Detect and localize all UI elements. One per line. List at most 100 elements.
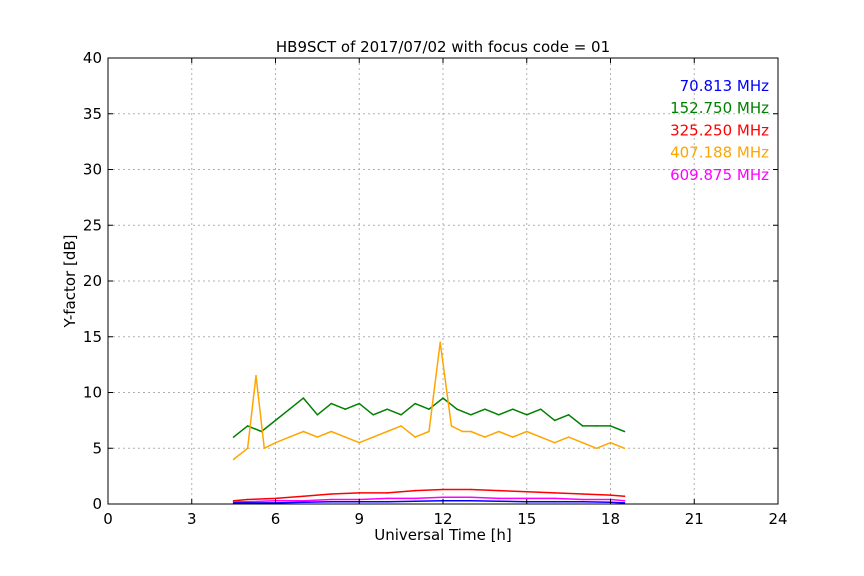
data-point [330, 430, 333, 433]
data-point [470, 414, 472, 416]
data-point [470, 499, 472, 502]
data-point [450, 425, 453, 427]
data-point [498, 489, 500, 492]
y-tick-label: 20 [83, 272, 102, 290]
x-tick-label: 12 [433, 510, 452, 528]
legend-entry: 407.188 MHz [670, 144, 769, 162]
data-point [498, 430, 500, 433]
data-point [526, 497, 528, 500]
data-point [498, 497, 500, 500]
chart-title: HB9SCT of 2017/07/02 with focus code = 0… [276, 38, 610, 56]
data-point [386, 430, 389, 433]
legend-entry: 609.875 MHz [670, 166, 769, 184]
data-point [386, 501, 389, 503]
x-axis-label: Universal Time [h] [374, 526, 512, 544]
legend-entry: 325.250 MHz [670, 121, 769, 139]
data-point [330, 493, 333, 495]
tick-labels: 0 3 6 9 12 15 18 21 24 0 5 10 15 20 25 30 35 40 [83, 49, 788, 528]
data-point [623, 502, 626, 504]
data-point [274, 419, 277, 422]
data-point [567, 436, 570, 438]
data-point [232, 502, 235, 504]
data-point [512, 436, 514, 438]
data-point [526, 430, 528, 433]
data-point [470, 488, 472, 491]
data-point [246, 425, 249, 427]
data-point [255, 375, 257, 377]
data-point [400, 425, 402, 427]
data-point [414, 402, 416, 405]
data-point [330, 402, 333, 405]
data-point [623, 495, 626, 498]
data-point [442, 397, 444, 399]
data-point [414, 489, 416, 492]
data-point [498, 500, 500, 503]
data-point [539, 408, 542, 411]
data-point [386, 497, 389, 500]
data-point [358, 441, 361, 444]
x-tick-label: 9 [354, 510, 364, 528]
data-point [623, 430, 626, 433]
data-point [581, 501, 584, 503]
data-point [461, 430, 464, 433]
data-point [246, 502, 249, 504]
data-point [288, 408, 291, 411]
data-point [414, 500, 416, 503]
y-tick-label: 40 [83, 49, 102, 67]
y-tick-label: 10 [83, 384, 102, 402]
data-point [609, 494, 612, 496]
data-point [288, 436, 291, 438]
x-tick-label: 24 [768, 510, 787, 528]
y-tick-label: 25 [83, 216, 102, 234]
data-point [539, 436, 542, 438]
data-point [553, 441, 556, 444]
data-point [316, 414, 319, 416]
data-point [442, 496, 444, 499]
data-point [512, 408, 514, 411]
data-point [344, 408, 347, 411]
x-tick-label: 15 [517, 510, 536, 528]
data-point [470, 430, 472, 433]
y-tick-label: 30 [83, 161, 102, 179]
data-point [358, 492, 361, 494]
data-point [498, 414, 500, 416]
data-point [553, 497, 556, 500]
legend: 70.813 MHz 152.750 MHz 325.250 MHz 407.188 … [670, 77, 769, 184]
data-point [302, 430, 305, 433]
data-point [581, 441, 584, 444]
data-point [439, 341, 442, 344]
data-point [372, 414, 375, 416]
data-point [344, 436, 347, 438]
data-point [581, 425, 584, 427]
data-point [581, 493, 584, 495]
data-point [428, 430, 430, 433]
data-point [553, 492, 556, 494]
data-point [232, 436, 235, 438]
data-point [386, 408, 389, 411]
data-point [595, 425, 598, 427]
data-point [623, 447, 626, 450]
data-point [581, 498, 584, 501]
x-tick-label: 0 [103, 510, 113, 528]
data-point [567, 414, 570, 416]
data-point [428, 408, 430, 411]
data-point [526, 414, 528, 416]
grid [108, 58, 778, 504]
series-line-70-813-mhz [233, 499, 625, 504]
series-line-325-250-mhz [233, 488, 625, 502]
y-tick-label: 5 [92, 439, 102, 457]
data-point [414, 497, 416, 500]
data-point [526, 490, 528, 493]
y-tick-label: 35 [83, 105, 102, 123]
data-point [274, 441, 277, 444]
x-tick-label: 6 [271, 510, 281, 528]
data-point [470, 496, 472, 499]
data-point [302, 499, 305, 502]
y-tick-label: 0 [92, 495, 102, 513]
data-point [414, 436, 416, 438]
data-point [372, 436, 375, 438]
data-point [246, 447, 249, 450]
data-point [358, 402, 361, 405]
series-line-609-875-mhz [233, 496, 625, 503]
